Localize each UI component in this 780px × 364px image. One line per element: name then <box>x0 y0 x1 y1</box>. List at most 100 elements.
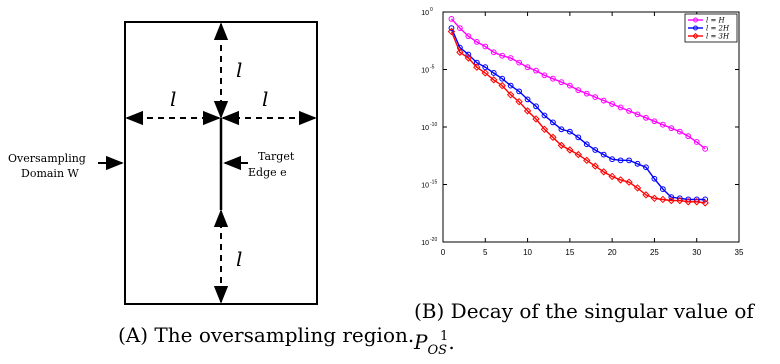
series-point-2 <box>651 175 658 182</box>
series-point-3 <box>523 107 532 115</box>
series-point-2 <box>541 112 548 119</box>
y-tick-label: 10 <box>421 240 429 247</box>
x-tick-label: 20 <box>608 248 617 257</box>
series-point-3 <box>599 168 608 176</box>
series-point-3 <box>456 48 464 56</box>
y-tick-exponent: -15 <box>430 180 437 186</box>
series-point-1 <box>558 79 565 86</box>
series-point-1 <box>507 55 514 61</box>
series-point-1 <box>617 104 624 111</box>
x-tick-label: 5 <box>483 248 488 257</box>
y-tick-exponent: -10 <box>430 122 437 128</box>
series-point-3 <box>701 199 709 207</box>
series-point-3 <box>693 198 701 206</box>
series-point-1 <box>668 125 675 132</box>
series-point-2 <box>516 88 523 95</box>
caption-b-text: Decay of the singular value of <box>450 299 754 323</box>
series-line-1 <box>450 18 706 150</box>
series-point-1 <box>626 108 632 114</box>
caption-b-tag: (B) <box>414 299 445 323</box>
series-point-1 <box>702 145 709 152</box>
series-point-3 <box>667 196 676 205</box>
caption-b: (B) Decay of the singular value of POS1. <box>414 298 780 364</box>
series-point-3 <box>650 194 659 203</box>
series-point-2 <box>626 157 632 164</box>
series-point-3 <box>659 195 667 204</box>
x-tick-label: 30 <box>692 248 701 257</box>
series-point-3 <box>490 76 498 84</box>
series-point-1 <box>490 49 497 56</box>
y-tick-exponent: 0 <box>430 7 433 13</box>
series-point-2 <box>600 151 607 158</box>
series-point-2 <box>473 59 480 66</box>
series-point-1 <box>609 101 616 107</box>
caption-a: (A) The oversampling region. <box>118 322 414 348</box>
y-tick-exponent: -20 <box>430 237 437 243</box>
series-point-3 <box>591 162 599 170</box>
label-l-top: l <box>236 58 242 82</box>
x-tick-label: 0 <box>441 248 446 257</box>
legend-label-2: l = 2H <box>706 25 730 33</box>
oversampling-domain-rect <box>124 21 318 305</box>
x-tick-label: 10 <box>523 248 532 257</box>
series-point-3 <box>625 178 633 186</box>
series-point-3 <box>557 141 566 150</box>
series-point-1 <box>685 133 692 140</box>
series-point-1 <box>499 52 506 59</box>
series-point-3 <box>473 63 481 71</box>
series-line-3 <box>450 31 706 204</box>
series-point-1 <box>575 87 582 94</box>
x-tick-label: 15 <box>565 248 574 257</box>
series-point-3 <box>633 184 642 192</box>
series-point-2 <box>558 126 565 133</box>
caption-a-tag: (A) <box>118 323 149 347</box>
y-tick-label: 10 <box>421 183 429 190</box>
legend-marker-3 <box>692 32 699 40</box>
series-point-3 <box>464 54 473 62</box>
series-point-3 <box>684 198 692 206</box>
caption-b-math-sub: OS <box>427 343 448 358</box>
series-point-1 <box>643 114 649 121</box>
series-point-3 <box>549 133 557 142</box>
series-point-1 <box>676 128 683 135</box>
series-point-3 <box>506 91 515 99</box>
series-point-3 <box>583 156 591 165</box>
series-point-1 <box>482 43 489 50</box>
domain-label-line1: Oversampling <box>8 152 86 165</box>
x-tick-label: 25 <box>650 248 659 257</box>
series-point-1 <box>693 139 700 145</box>
series-point-2 <box>575 134 582 141</box>
series-point-3 <box>566 146 574 154</box>
edge-label-line1: Target <box>258 150 295 163</box>
series-point-1 <box>457 25 463 32</box>
series-point-3 <box>642 191 650 199</box>
series-point-2 <box>617 157 624 164</box>
series-point-3 <box>616 176 625 184</box>
series-point-3 <box>540 125 549 134</box>
oversampling-diagram: l l l l Oversampling Domain W Target Edg… <box>8 21 318 305</box>
series-point-2 <box>592 147 599 153</box>
series-point-2 <box>507 82 514 89</box>
series-point-2 <box>499 75 506 82</box>
series-point-1 <box>583 90 590 97</box>
series-point-1 <box>651 118 658 125</box>
series-point-2 <box>465 51 472 58</box>
legend-marker-1 <box>693 17 698 23</box>
caption-b-math-sup: 1 <box>440 329 449 344</box>
series-point-3 <box>532 115 540 123</box>
legend-label-1: l = H <box>706 17 726 25</box>
caption-b-math-base: P <box>414 330 428 354</box>
series-line-2 <box>450 27 706 201</box>
series-point-1 <box>448 16 455 22</box>
series-point-2 <box>533 103 539 110</box>
label-l-bottom: l <box>236 247 242 271</box>
series-point-1 <box>533 67 539 74</box>
series-point-1 <box>524 64 531 71</box>
series-point-3 <box>676 196 684 205</box>
series-point-3 <box>515 97 523 106</box>
label-l-left: l <box>170 87 176 111</box>
caption-b-tail: . <box>448 330 455 354</box>
series-point-2 <box>524 96 531 103</box>
series-point-1 <box>592 94 599 100</box>
